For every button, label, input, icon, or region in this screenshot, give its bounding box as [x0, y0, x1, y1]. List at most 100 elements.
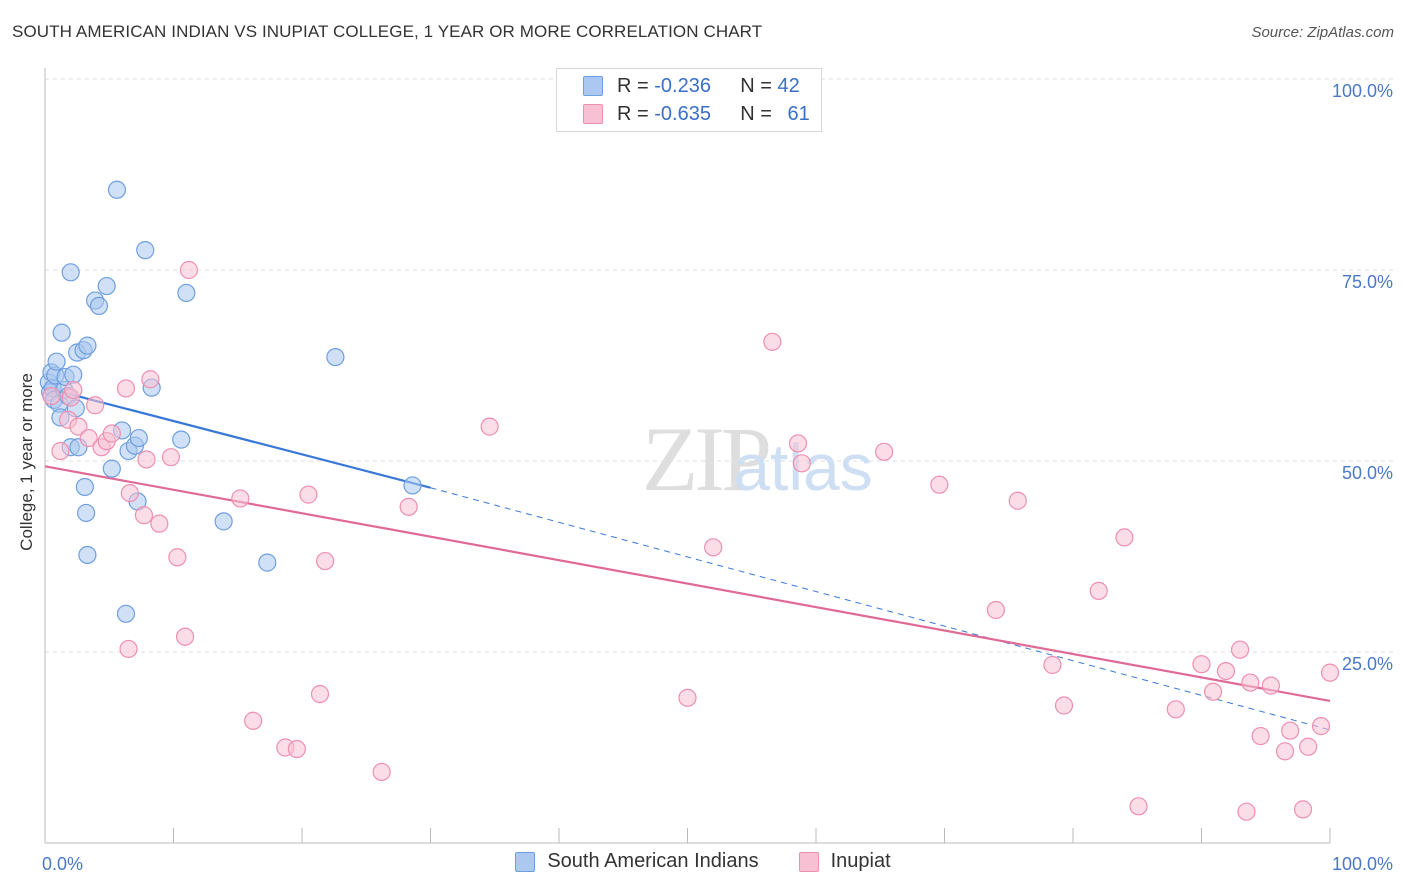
point-south-american-indians [403, 476, 422, 495]
legend-n-label: N = [740, 102, 778, 125]
point-inupiat [287, 739, 306, 759]
point-south-american-indians [52, 323, 71, 342]
point-inupiat [1129, 797, 1148, 816]
series-legend-label: Inupiat [830, 850, 891, 872]
point-inupiat [69, 417, 88, 436]
point-inupiat [1089, 581, 1108, 600]
point-south-american-indians [47, 352, 66, 371]
point-south-american-indians [177, 283, 196, 303]
point-inupiat [1192, 655, 1211, 674]
point-inupiat [179, 260, 199, 280]
point-south-american-indians [97, 276, 116, 296]
point-inupiat [1008, 491, 1027, 510]
point-inupiat [1261, 676, 1280, 695]
point-south-american-indians [77, 503, 96, 523]
point-inupiat [1293, 800, 1313, 819]
point-inupiat [168, 548, 187, 567]
series-legend-label: South American Indians [547, 850, 759, 872]
legend-r-value: -0.236 [654, 74, 711, 97]
watermark-zip: ZIP [642, 408, 769, 510]
axes-layer [44, 68, 1331, 844]
point-inupiat [86, 396, 105, 415]
point-inupiat [372, 762, 391, 782]
point-inupiat [763, 332, 782, 351]
y-axis-label: College, 1 year or more [17, 373, 36, 551]
point-inupiat [316, 551, 335, 571]
legend-swatch-blue [583, 76, 603, 96]
point-inupiat [134, 506, 154, 525]
point-inupiat [399, 497, 418, 516]
series-legend: South American Indians Inupiat [0, 850, 1406, 873]
point-south-american-indians [89, 296, 109, 316]
point-inupiat [1216, 661, 1236, 681]
point-inupiat [150, 514, 169, 533]
point-inupiat [1203, 682, 1223, 701]
series-swatch-pink [798, 851, 819, 872]
point-inupiat [137, 450, 156, 469]
legend-row-south-american-indians: R = -0.236 N = 42 [583, 73, 800, 99]
point-inupiat [119, 639, 138, 659]
point-inupiat [141, 370, 160, 389]
point-inupiat [231, 489, 250, 508]
point-south-american-indians [326, 347, 345, 367]
series-swatch-blue [515, 851, 536, 872]
point-inupiat [244, 711, 263, 730]
point-inupiat [120, 483, 139, 503]
trend-line-south-american-indians-extrapolated [430, 487, 1331, 731]
point-inupiat [175, 627, 195, 646]
chart-title: SOUTH AMERICAN INDIAN VS INUPIAT COLLEGE… [12, 22, 763, 41]
point-inupiat [986, 600, 1006, 620]
point-south-american-indians [136, 241, 155, 260]
point-inupiat [1054, 696, 1074, 715]
point-south-american-indians [64, 365, 83, 384]
point-inupiat [310, 684, 330, 704]
x-tick-label-max: 100.0% [1332, 854, 1393, 874]
point-inupiat [1043, 655, 1062, 675]
series-legend-inupiat[interactable]: Inupiat [798, 850, 891, 873]
legend-r-label: R = [617, 102, 655, 125]
trend-line-inupiat [44, 465, 1331, 702]
label-layer: 100.0% 75.0% 50.0% 25.0% 0.0% 100.0% College, … [17, 81, 1393, 874]
point-inupiat [1275, 742, 1295, 761]
point-inupiat [1241, 673, 1260, 692]
point-south-american-indians [129, 428, 148, 448]
point-inupiat [704, 538, 723, 557]
point-inupiat [299, 485, 318, 504]
series-legend-south-american-indians[interactable]: South American Indians [515, 850, 759, 873]
point-inupiat [1230, 640, 1250, 659]
legend-n-label: N = [740, 74, 778, 97]
point-inupiat [79, 428, 98, 448]
point-inupiat [1299, 737, 1318, 756]
point-inupiat [875, 442, 894, 461]
point-south-american-indians [116, 604, 136, 623]
y-tick-label: 50.0% [1342, 463, 1393, 483]
legend-n-value: 61 [787, 102, 810, 125]
point-inupiat [116, 379, 136, 398]
y-tick-label: 75.0% [1342, 272, 1393, 292]
source-credit: Source: ZipAtlas.com [1251, 24, 1394, 41]
point-inupiat [1166, 700, 1185, 719]
points-layer [39, 180, 1340, 821]
x-tick-label-min: 0.0% [42, 854, 83, 874]
point-south-american-indians [102, 459, 121, 478]
legend-r-label: R = [617, 74, 655, 97]
point-inupiat [64, 380, 83, 400]
legend-n-value: 42 [777, 74, 800, 97]
point-south-american-indians [107, 180, 127, 199]
point-inupiat [1115, 528, 1134, 547]
y-tick-label: 25.0% [1342, 654, 1393, 674]
point-inupiat [1251, 726, 1270, 746]
point-inupiat [1311, 717, 1331, 736]
point-south-american-indians [78, 545, 97, 565]
legend-row-inupiat: R = -0.635 N = 61 [583, 101, 810, 127]
point-south-american-indians [78, 336, 97, 355]
point-inupiat [102, 424, 121, 443]
point-south-american-indians [75, 477, 94, 497]
stats-legend: R = -0.236 N = 42 R = -0.635 N = 61 [556, 68, 822, 132]
trend-layer [44, 386, 1331, 731]
point-inupiat [51, 441, 70, 461]
point-south-american-indians [258, 553, 277, 572]
point-south-american-indians [172, 430, 191, 449]
point-south-american-indians [61, 263, 80, 282]
